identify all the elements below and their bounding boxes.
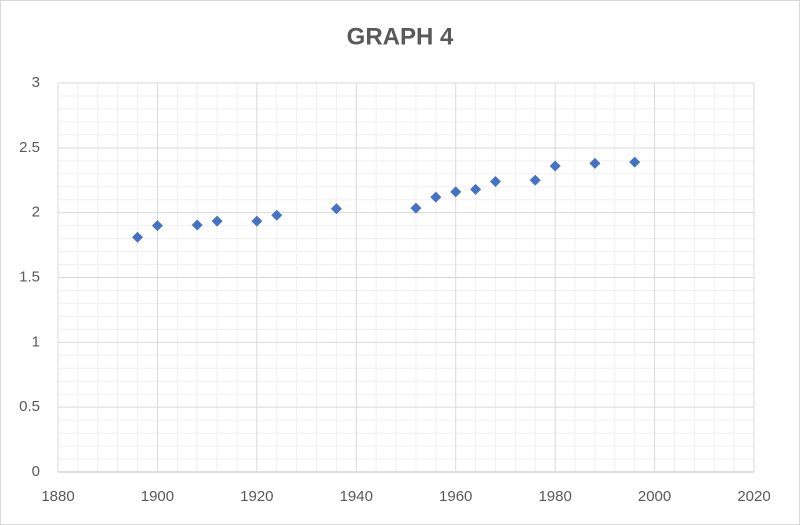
y-tick-label: 0.5 <box>19 398 40 415</box>
point <box>132 231 144 243</box>
y-tick-label: 0 <box>32 463 40 480</box>
point <box>191 219 203 231</box>
x-tick-label: 2000 <box>638 488 671 505</box>
chart-title: GRAPH 4 <box>347 23 454 50</box>
x-tick-label: 1880 <box>41 488 74 505</box>
point <box>549 160 561 172</box>
point <box>470 183 482 195</box>
y-tick-label: 2.5 <box>19 139 40 156</box>
point <box>271 209 283 221</box>
point <box>529 174 541 186</box>
point <box>629 156 641 168</box>
x-tick-label: 1980 <box>538 488 571 505</box>
point <box>211 215 223 227</box>
y-tick-label: 2 <box>32 204 40 221</box>
point <box>330 203 342 215</box>
point <box>589 157 601 169</box>
y-tick-label: 3 <box>32 74 40 91</box>
point <box>489 176 501 188</box>
x-tick-label: 1960 <box>439 488 472 505</box>
point <box>410 202 422 214</box>
point <box>151 220 163 232</box>
x-tick-label: 2020 <box>737 488 770 505</box>
y-tick-label: 1.5 <box>19 268 40 285</box>
point <box>430 191 442 203</box>
x-tick-label: 1920 <box>240 488 273 505</box>
x-tick-label: 1900 <box>141 488 174 505</box>
point <box>450 186 462 198</box>
point <box>251 215 263 227</box>
x-tick-label: 1940 <box>340 488 373 505</box>
y-tick-label: 1 <box>32 333 40 350</box>
